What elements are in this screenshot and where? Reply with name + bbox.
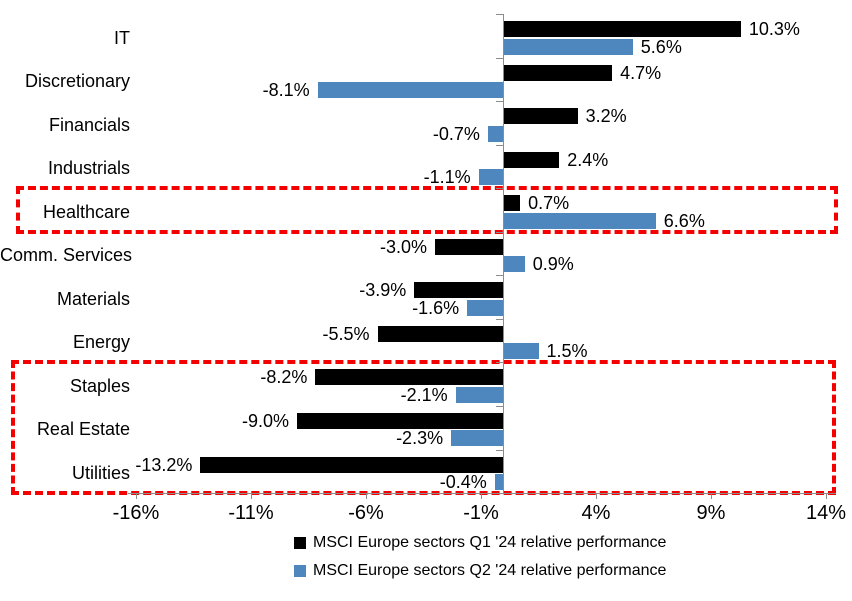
x-axis-label-14-: 14% [805,502,847,524]
value-label-q2-materials: -1.6% [412,297,460,318]
legend-swatch-q2 [294,565,306,577]
bar-q2-materials [467,299,504,316]
value-axis-line [128,493,836,494]
bar-q2-it [504,38,633,55]
category-label-it: IT [114,27,130,48]
category-axis-tick [496,275,504,277]
x-axis-tick [366,493,367,499]
bar-q1-it [504,21,741,37]
highlight-box-1 [16,186,838,234]
value-label-q1-comm-services: -3.0% [379,236,427,257]
value-label-q2-industrials: -1.1% [423,167,471,188]
bar-q1-real-estate [297,412,504,429]
category-label-industrials: Industrials [47,158,130,179]
x-axis-label-4-: 4% [581,502,611,524]
legend-label-q2: MSCI Europe sectors Q2 '24 relative perf… [313,562,667,579]
value-label-q1-industrials: 2.4% [567,149,609,170]
x-axis-tick [826,493,827,499]
bar-q2-discretionary [317,82,504,99]
x-axis-tick [481,493,482,499]
category-axis-tick [496,493,504,495]
value-label-q2-discretionary: -8.1% [262,80,310,101]
bar-q1-comm-services [435,238,504,255]
bar-q1-utilities [200,456,504,473]
value-label-q1-utilities: -13.2% [135,454,193,475]
bar-q2-real-estate [451,430,504,447]
value-label-q2-real-estate: -2.3% [396,428,444,449]
value-label-q2-healthcare: 6.6% [663,210,705,231]
category-axis-tick [496,144,504,146]
bar-q1-healthcare [504,195,521,212]
value-label-q2-financials: -0.7% [432,123,480,144]
category-label-materials: Materials [56,288,130,309]
bar-q1-financials [504,108,578,125]
category-axis-tick [496,362,504,364]
bar-q2-energy [504,343,539,360]
bar-q2-utilities [494,474,504,490]
category-label-real-estate: Real Estate [36,419,130,440]
legend: MSCI Europe sectors Q1 '24 relative perf… [294,533,666,589]
bar-q2-staples [455,386,504,403]
value-label-q2-comm-services: 0.9% [532,254,574,275]
legend-item-q2: MSCI Europe sectors Q2 '24 relative perf… [294,561,666,581]
bar-q2-financials [487,125,504,142]
value-label-q1-materials: -3.9% [359,280,407,301]
value-label-q1-discretionary: 4.7% [620,62,662,83]
value-label-q1-healthcare: 0.7% [528,193,570,214]
category-label-comm-services: Comm. Services [0,245,133,266]
bar-q1-materials [414,282,504,299]
category-axis-tick [496,14,504,15]
value-label-q1-staples: -8.2% [260,367,308,388]
category-axis-tick [496,449,504,451]
category-axis-tick [496,405,504,407]
x-axis-tick [251,493,252,499]
category-axis-tick [496,318,504,320]
legend-item-q1: MSCI Europe sectors Q1 '24 relative perf… [294,533,666,553]
value-label-q1-real-estate: -9.0% [241,410,289,431]
bar-q2-healthcare [504,212,656,229]
bar-q1-staples [315,369,504,386]
category-axis-tick [496,57,504,59]
x-axis-label--16-: -16% [112,502,160,524]
category-label-utilities: Utilities [71,463,130,483]
value-label-q2-staples: -2.1% [400,384,448,405]
category-label-energy: Energy [72,332,130,353]
category-label-discretionary: Discretionary [24,71,130,92]
category-axis-tick [496,188,504,190]
category-label-financials: Financials [48,114,130,135]
category-axis-line [503,14,504,493]
x-axis-tick [596,493,597,499]
x-axis-label--1-: -1% [463,502,499,524]
category-axis-tick [496,231,504,233]
category-axis-tick [496,101,504,103]
legend-swatch-q1 [294,537,306,549]
x-axis-label--6-: -6% [348,502,384,524]
legend-label-q1: MSCI Europe sectors Q1 '24 relative perf… [313,534,667,551]
x-axis-label-9-: 9% [696,502,726,524]
bar-q1-industrials [504,151,560,168]
category-label-staples: Staples [69,375,130,396]
value-label-q1-energy: -5.5% [322,323,370,344]
value-label-q1-it: 10.3% [748,19,800,39]
value-label-q2-utilities: -0.4% [439,472,487,492]
value-label-q2-energy: 1.5% [546,341,588,362]
bar-q2-industrials [478,169,504,186]
x-axis-tick [711,493,712,499]
x-axis-label--11-: -11% [228,502,274,524]
bar-q1-energy [377,325,504,342]
value-label-q1-financials: 3.2% [585,106,627,127]
x-axis-tick [136,493,137,499]
bar-q1-discretionary [504,64,613,81]
category-label-healthcare: Healthcare [42,201,130,222]
value-label-q2-it: 5.6% [640,36,682,57]
bar-q2-comm-services [504,256,525,273]
